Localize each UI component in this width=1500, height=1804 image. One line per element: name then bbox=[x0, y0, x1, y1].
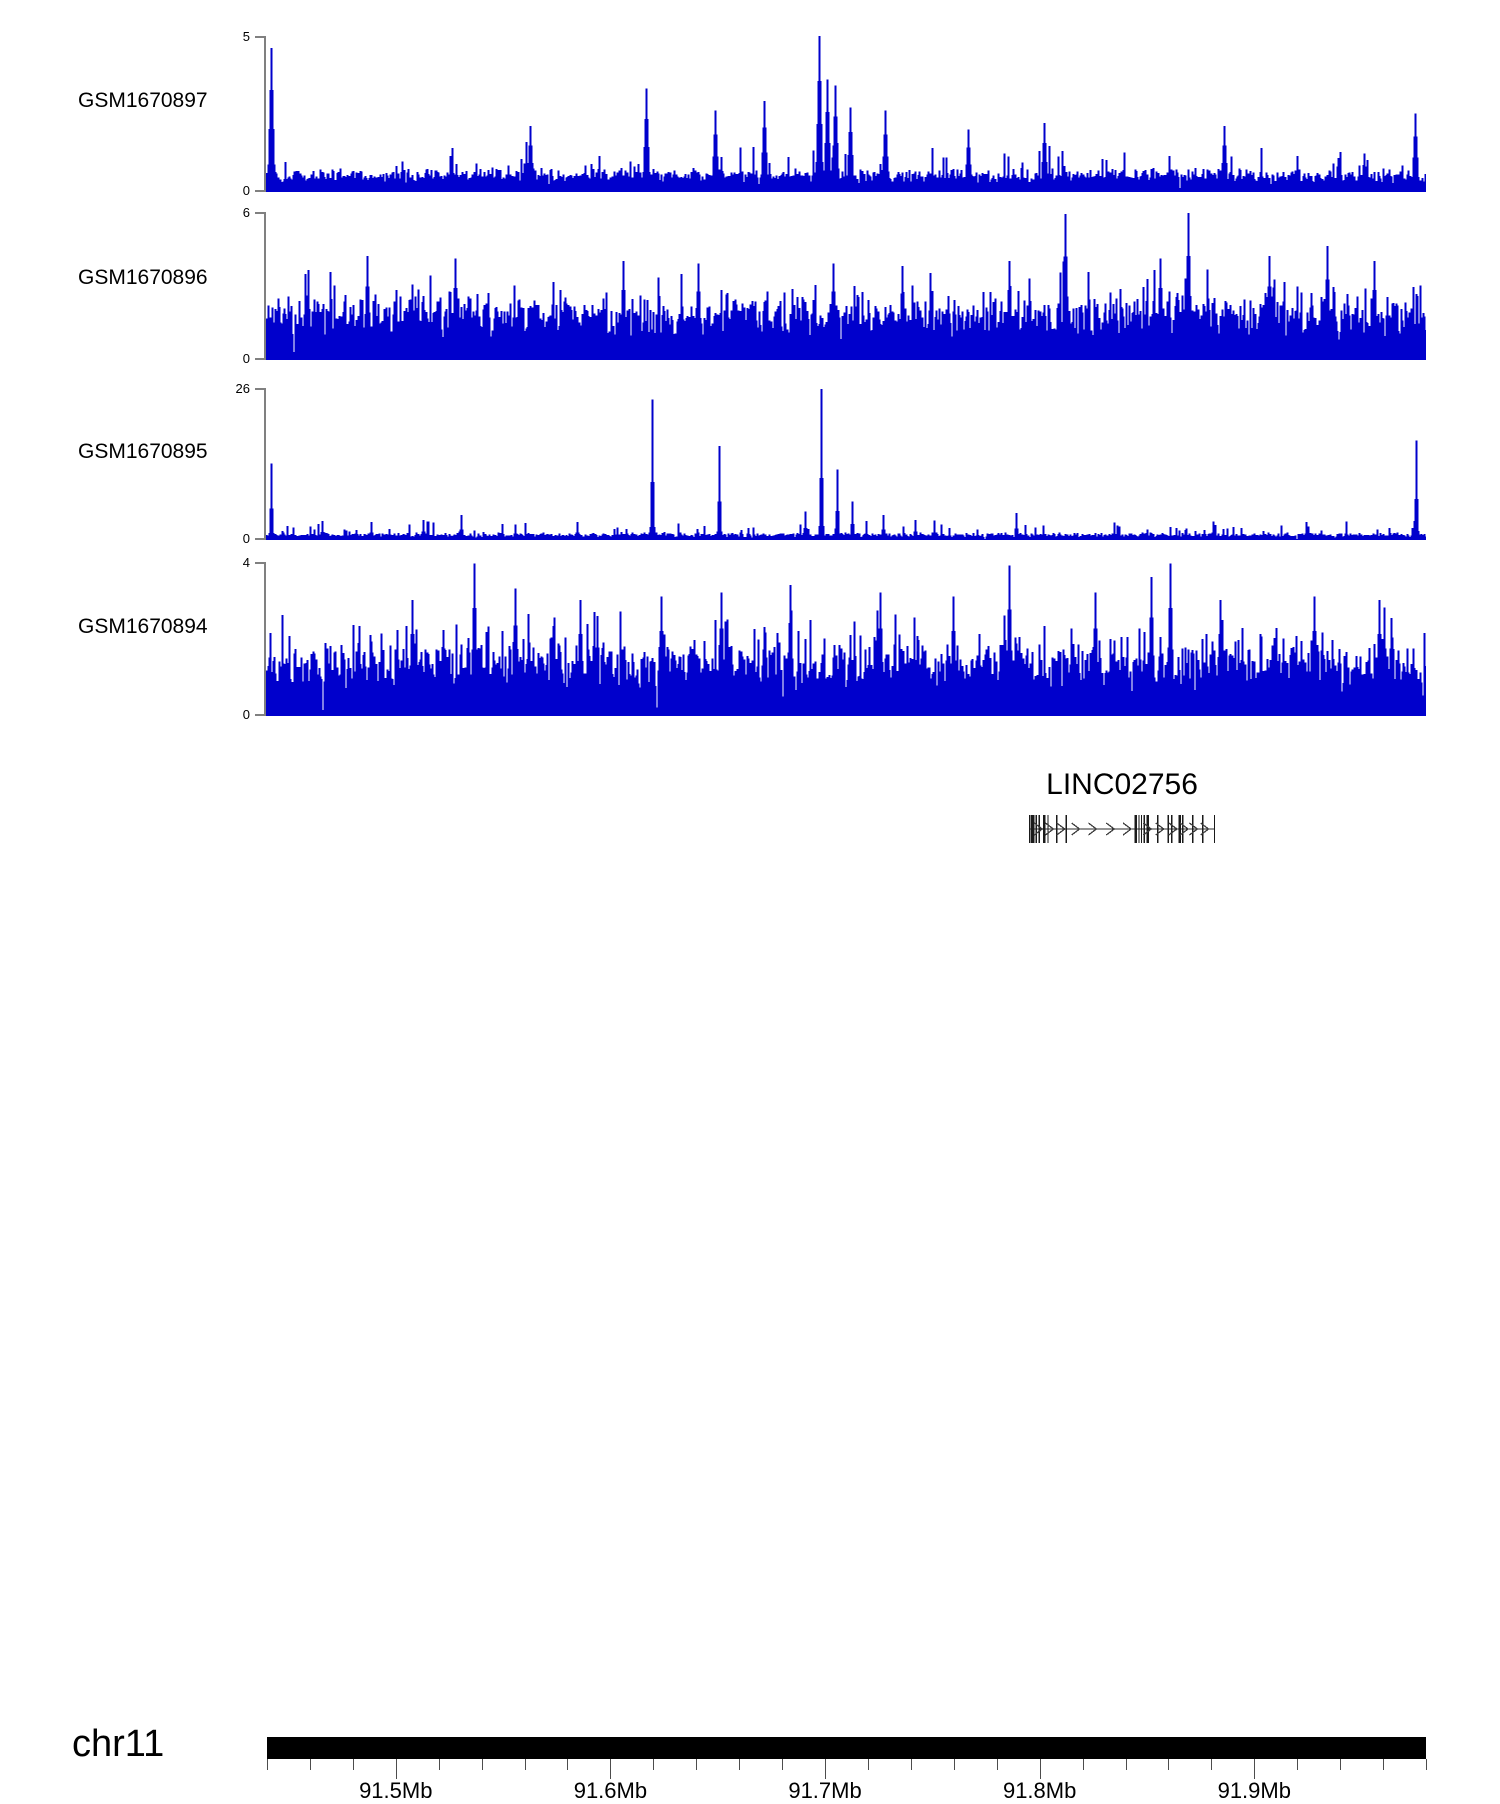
track-label-GSM1670896: GSM1670896 bbox=[78, 266, 208, 289]
axis-minor-tick bbox=[1383, 1759, 1385, 1770]
axis-minor-tick bbox=[739, 1759, 741, 1770]
axis-minor-tick bbox=[567, 1759, 569, 1770]
gene-annotation-track: LINC02756 bbox=[0, 760, 1500, 870]
axis-major-tick bbox=[395, 1759, 397, 1779]
axis-minor-tick bbox=[996, 1759, 998, 1770]
axis-minor-tick bbox=[524, 1759, 526, 1770]
y-axis-tick-label-bottom: 0 bbox=[242, 707, 250, 722]
plot-area-GSM1670894[interactable] bbox=[266, 562, 1426, 716]
axis-minor-tick bbox=[309, 1759, 311, 1770]
chromosome-axis: chr11 91.5Mb 91.6Mb 91.7Mb 91.8Mb 91.9Mb bbox=[0, 860, 1500, 1803]
y-axis-tick-label-top: 5 bbox=[242, 29, 250, 44]
y-axis-cap-bottom: 0 bbox=[243, 352, 266, 365]
gene-model[interactable] bbox=[1028, 812, 1216, 846]
axis-minor-tick bbox=[352, 1759, 354, 1770]
axis-minor-tick bbox=[653, 1759, 655, 1770]
axis-minor-tick bbox=[1426, 1759, 1427, 1770]
y-axis-tick-label-bottom: 0 bbox=[242, 351, 250, 366]
axis-minor-tick bbox=[867, 1759, 869, 1770]
axis-major-tick bbox=[610, 1759, 612, 1779]
y-axis-line bbox=[264, 562, 266, 716]
y-axis-line bbox=[264, 36, 266, 192]
axis-minor-tick bbox=[1125, 1759, 1127, 1770]
ideogram-bar[interactable] bbox=[267, 1737, 1426, 1759]
axis-minor-tick bbox=[438, 1759, 440, 1770]
y-axis-tick-label-top: 6 bbox=[242, 205, 250, 220]
axis-major-tick bbox=[1039, 1759, 1041, 1779]
track-label-GSM1670897: GSM1670897 bbox=[78, 89, 208, 112]
y-axis-cap-top: 5 bbox=[243, 30, 266, 43]
axis-minor-tick bbox=[953, 1759, 955, 1770]
axis-position-label: 91.8Mb bbox=[1002, 1778, 1077, 1803]
axis-position-label: 91.6Mb bbox=[573, 1778, 648, 1803]
axis-major-tick bbox=[825, 1759, 827, 1779]
axis-minor-tick bbox=[267, 1759, 268, 1770]
axis-minor-tick bbox=[1211, 1759, 1213, 1770]
y-axis-cap-top: 26 bbox=[236, 382, 266, 395]
axis-minor-tick bbox=[1168, 1759, 1170, 1770]
gene-name-label: LINC02756 bbox=[1046, 768, 1198, 801]
axis-minor-tick bbox=[1082, 1759, 1084, 1770]
y-axis-cap-bottom: 0 bbox=[243, 532, 266, 545]
axis-minor-tick bbox=[481, 1759, 483, 1770]
track-label-GSM1670895: GSM1670895 bbox=[78, 440, 208, 463]
axis-position-label: 91.9Mb bbox=[1217, 1778, 1291, 1803]
axis-minor-tick bbox=[696, 1759, 698, 1770]
y-axis-tick-label-bottom: 0 bbox=[242, 183, 250, 198]
genome-browser-view: GSM1670897 5 0 GSM1670896 6 0 GSM1670895 26 0 GSM… bbox=[0, 30, 1500, 1803]
plot-area-GSM1670896[interactable] bbox=[266, 212, 1426, 360]
plot-area-GSM1670897[interactable] bbox=[266, 36, 1426, 192]
axis-minor-tick bbox=[1297, 1759, 1299, 1770]
y-axis-cap-bottom: 0 bbox=[243, 184, 266, 197]
axis-minor-tick bbox=[910, 1759, 912, 1770]
y-axis-tick-label-bottom: 0 bbox=[242, 531, 250, 546]
axis-major-tick bbox=[1254, 1759, 1256, 1779]
y-axis-line bbox=[264, 212, 266, 360]
y-axis-tick-label-top: 4 bbox=[242, 555, 250, 570]
track-label-GSM1670894: GSM1670894 bbox=[78, 615, 208, 638]
y-axis-cap-top: 6 bbox=[243, 206, 266, 219]
y-axis-cap-top: 4 bbox=[243, 556, 266, 569]
axis-position-label: 91.7Mb bbox=[788, 1778, 862, 1803]
y-axis-cap-bottom: 0 bbox=[243, 708, 266, 721]
plot-area-GSM1670895[interactable] bbox=[266, 388, 1426, 540]
chromosome-label: chr11 bbox=[72, 1723, 165, 1765]
y-axis-tick-label-top: 26 bbox=[235, 381, 250, 396]
axis-minor-tick bbox=[1340, 1759, 1342, 1770]
y-axis-line bbox=[264, 388, 266, 540]
axis-position-label: 91.5Mb bbox=[359, 1778, 433, 1803]
axis-minor-tick bbox=[782, 1759, 784, 1770]
